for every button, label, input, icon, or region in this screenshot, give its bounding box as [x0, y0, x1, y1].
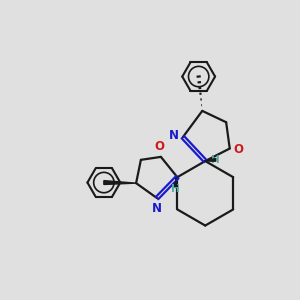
Text: N: N [169, 130, 179, 142]
Polygon shape [104, 181, 136, 184]
Text: H: H [211, 154, 219, 165]
Text: N: N [152, 202, 161, 215]
Polygon shape [205, 158, 216, 161]
Text: O: O [234, 143, 244, 156]
Text: H: H [171, 184, 180, 194]
Text: O: O [155, 140, 165, 153]
